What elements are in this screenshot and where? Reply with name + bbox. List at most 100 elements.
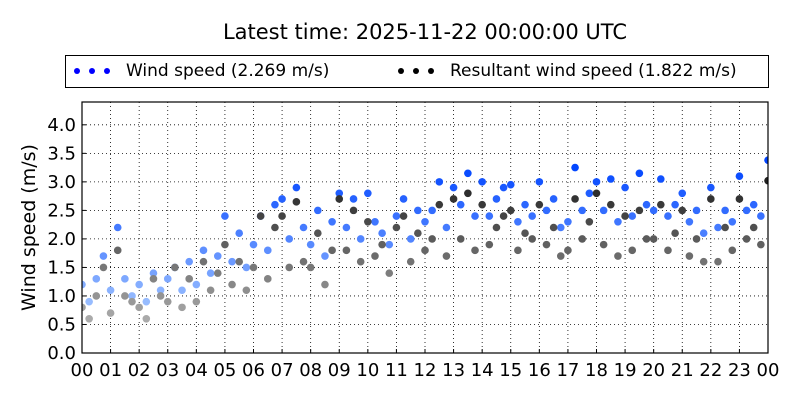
legend-item-resultant: Resultant wind speed (1.822 m/s) [396, 61, 737, 81]
x-tick-label: 14 [471, 360, 494, 381]
y-tick-label: 0.0 [47, 343, 76, 364]
resultant-wind-speed-point [256, 212, 265, 220]
resultant-wind-speed-point [378, 240, 386, 249]
wind-speed-point [742, 206, 751, 215]
wind-speed-point [628, 212, 637, 220]
resultant-wind-speed-point [464, 189, 472, 198]
wind-speed-point [206, 269, 215, 277]
resultant-wind-speed-point [585, 217, 594, 226]
resultant-wind-speed-point [657, 200, 665, 209]
x-tick-label: 23 [728, 360, 751, 381]
wind-speed-point [385, 240, 394, 249]
wind-speed-point [306, 240, 315, 249]
resultant-wind-speed-point [599, 240, 608, 249]
wind-speed-point [228, 257, 236, 266]
wind-speed-point [292, 183, 301, 192]
wind-speed-point [328, 217, 336, 226]
wind-speed-point [163, 275, 172, 283]
resultant-wind-speed-point [456, 235, 465, 243]
x-tick-label: 00 [757, 360, 780, 381]
wind-speed-point [113, 223, 122, 232]
x-tick-label: 18 [585, 360, 608, 381]
wind-speed-point [356, 235, 365, 243]
wind-speed-point [521, 200, 529, 209]
x-tick-label: 19 [614, 360, 637, 381]
wind-speed-point [678, 189, 687, 198]
resultant-wind-speed-point [549, 223, 558, 232]
wind-speed-point [263, 246, 272, 255]
resultant-wind-speed-point [263, 275, 272, 283]
wind-speed-point [642, 200, 651, 209]
x-tick-label: 02 [128, 360, 151, 381]
x-tick-label: 16 [528, 360, 551, 381]
wind-speed-point [549, 195, 558, 203]
resultant-wind-speed-point [492, 223, 501, 232]
resultant-wind-speed-point [335, 195, 344, 203]
x-tick-label: 06 [242, 360, 265, 381]
resultant-wind-speed-point [199, 257, 208, 266]
resultant-wind-speed-point [171, 263, 179, 272]
resultant-wind-speed-point [406, 257, 415, 266]
x-tick-label: 15 [499, 360, 522, 381]
resultant-wind-speed-point [699, 257, 708, 266]
resultant-wind-speed-point [471, 246, 479, 255]
wind-speed-point [764, 156, 768, 164]
resultant-wind-speed-point [92, 292, 101, 300]
resultant-wind-speed-point [121, 292, 129, 300]
wind-speed-point [599, 206, 608, 215]
resultant-wind-speed-point [135, 303, 143, 312]
resultant-wind-speed-point [414, 229, 422, 238]
resultant-wind-speed-point [85, 314, 93, 323]
x-tick-label: 20 [642, 360, 665, 381]
resultant-wind-speed-point [278, 212, 286, 220]
resultant-wind-speed-point [113, 246, 122, 255]
wind-speed-point [106, 286, 115, 295]
resultant-wind-speed-point [364, 217, 372, 226]
points-layer [82, 156, 768, 323]
wind-speed-point [349, 195, 358, 203]
x-tick-label: 08 [299, 360, 322, 381]
resultant-wind-speed-point [635, 206, 644, 215]
wind-speed-point [342, 223, 351, 232]
wind-speed-point [92, 275, 101, 283]
wind-speed-point [199, 246, 208, 255]
resultant-wind-speed-point [714, 257, 722, 266]
resultant-wind-speed-point [206, 286, 215, 295]
wind-speed-point [664, 212, 672, 220]
wind-speed-point [82, 280, 86, 289]
resultant-wind-speed-point [442, 252, 451, 260]
wind-speed-point [321, 252, 329, 260]
resultant-wind-speed-point [285, 263, 294, 272]
wind-speed-point [456, 200, 465, 209]
x-tick-label: 21 [671, 360, 694, 381]
x-tick-label: 09 [328, 360, 351, 381]
wind-speed-point [85, 297, 93, 306]
resultant-wind-speed-point [306, 263, 315, 272]
resultant-wind-speed-point [578, 235, 587, 243]
legend-marker-wind-speed [72, 66, 112, 76]
y-tick-label: 2.5 [47, 200, 76, 221]
wind-speed-point [421, 217, 429, 226]
wind-speed-point [185, 257, 193, 266]
resultant-wind-speed-point [249, 263, 258, 272]
wind-speed-point [564, 217, 572, 226]
resultant-wind-speed-point [428, 235, 436, 243]
wind-speed-point [649, 206, 658, 215]
resultant-wind-speed-point [314, 229, 322, 238]
resultant-wind-speed-point [606, 200, 615, 209]
wind-speed-point [499, 183, 508, 192]
wind-speed-point [449, 183, 458, 192]
resultant-wind-speed-point [514, 246, 522, 255]
wind-speed-point [99, 252, 108, 260]
wind-speed-point [556, 223, 565, 232]
wind-speed-point [657, 175, 665, 183]
resultant-wind-speed-point [385, 269, 394, 277]
resultant-wind-speed-point [235, 257, 244, 266]
resultant-wind-speed-point [556, 252, 565, 260]
wind-speed-point [478, 178, 486, 186]
resultant-wind-speed-point [399, 212, 408, 220]
legend-label-wind-speed: Wind speed (2.269 m/s) [126, 61, 330, 81]
resultant-wind-speed-point [678, 206, 687, 215]
wind-speed-point [571, 163, 579, 172]
